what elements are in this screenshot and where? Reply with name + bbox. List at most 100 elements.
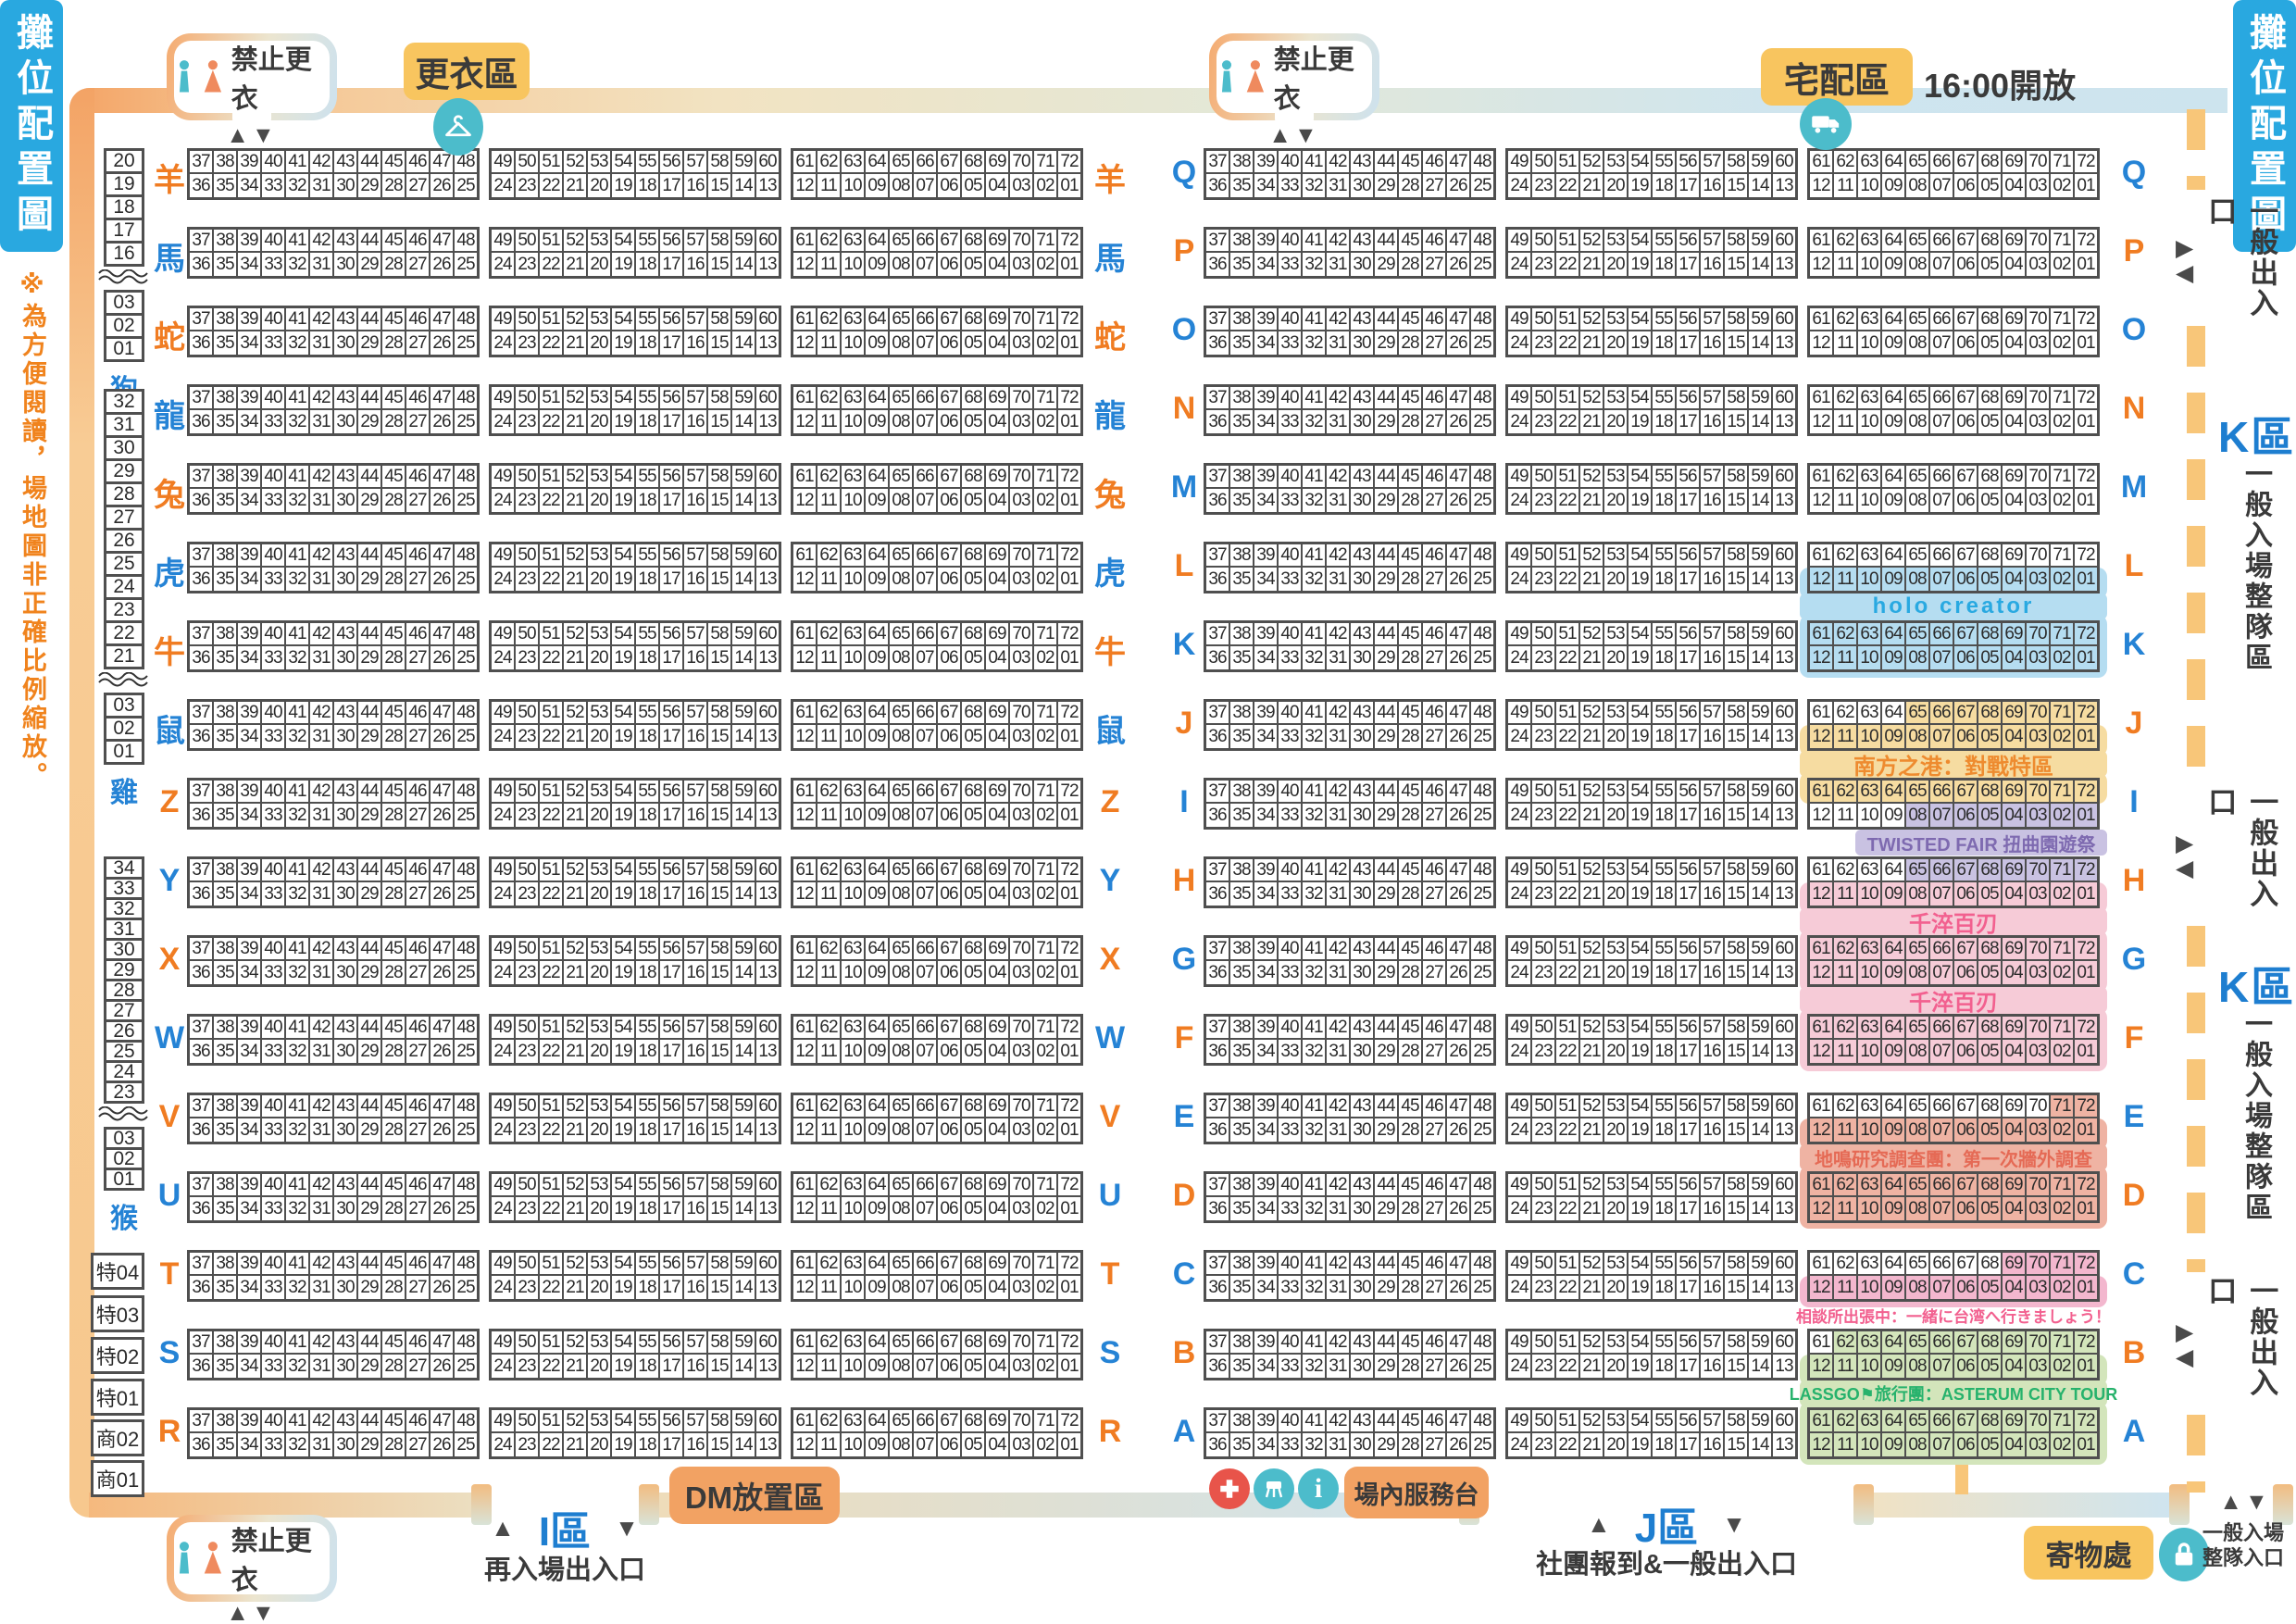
seat-21: 21 <box>1580 1197 1604 1220</box>
delivery-open-time: 16:00開放 <box>1924 67 2077 105</box>
seat-35: 35 <box>1230 253 1254 276</box>
seat-21: 21 <box>564 174 588 197</box>
seat-65: 65 <box>890 230 914 253</box>
seat-38: 38 <box>214 623 238 646</box>
seat-46: 46 <box>1423 702 1447 725</box>
seat-70: 70 <box>2027 623 2051 646</box>
seat-56: 56 <box>1677 1174 1701 1197</box>
seat-01: 01 <box>1058 804 1080 827</box>
seat-43: 43 <box>334 859 358 882</box>
seat-15: 15 <box>708 804 732 827</box>
seat-15: 15 <box>1725 1040 1749 1063</box>
wall-seat-01: 01 <box>104 1168 144 1191</box>
seat-33: 33 <box>1279 410 1303 433</box>
seat-50: 50 <box>1532 1174 1556 1197</box>
row-label-right: 馬 <box>1094 242 1126 277</box>
male-icon <box>179 1542 190 1574</box>
seat-22: 22 <box>540 1276 564 1299</box>
seat-50: 50 <box>1532 387 1556 410</box>
seat-22: 22 <box>1556 253 1580 276</box>
seat-block: 61 62 63 64 65 66 67 68 69 70 71 72 12 11 10 09 08 07 06 05… <box>791 1250 1083 1302</box>
seat-59: 59 <box>732 387 756 410</box>
general-exit-label: 一般出入口 <box>2203 787 2278 909</box>
seat-12: 12 <box>1810 961 1834 984</box>
seat-56: 56 <box>660 623 684 646</box>
seat-72: 72 <box>1058 781 1080 804</box>
seat-20: 20 <box>1604 646 1628 669</box>
seat-52: 52 <box>564 466 588 489</box>
seat-44: 44 <box>358 781 382 804</box>
seat-69: 69 <box>2003 702 2027 725</box>
seat-line: 49 50 51 52 53 54 55 56 57 58 59 60 <box>1508 1253 1795 1276</box>
seat-07: 07 <box>1930 1118 1954 1142</box>
seat-65: 65 <box>890 781 914 804</box>
seat-36: 36 <box>190 1433 214 1456</box>
seat-51: 51 <box>1556 781 1580 804</box>
seat-line: 37 38 39 40 41 42 43 44 45 46 47 48 <box>1206 544 1493 568</box>
seat-row-兔: 兔 37 38 39 40 41 42 43 44 45 46 47 48 36 35 34 33 32 31 30 2… <box>154 463 1131 515</box>
seat-30: 30 <box>1351 1433 1375 1456</box>
seat-26: 26 <box>1447 1197 1471 1220</box>
seat-32: 32 <box>286 1355 310 1378</box>
seat-04: 04 <box>2003 961 2027 984</box>
seat-39: 39 <box>1254 466 1279 489</box>
seat-70: 70 <box>2027 781 2051 804</box>
seat-04: 04 <box>986 1355 1010 1378</box>
seat-72: 72 <box>1058 466 1080 489</box>
seat-09: 09 <box>866 1040 890 1063</box>
seat-21: 21 <box>1580 646 1604 669</box>
dm-area-badge: DM放置區 <box>669 1467 840 1524</box>
seat-24: 24 <box>1508 725 1532 748</box>
area-banner: 千淬百刃 <box>1800 987 2107 1016</box>
seat-67: 67 <box>938 702 962 725</box>
seat-70: 70 <box>1010 938 1034 961</box>
seat-60: 60 <box>1773 1410 1795 1433</box>
seat-block: 61 62 63 64 65 66 67 68 69 70 71 72 12 11 10 09 08 07 06 05… <box>1807 778 2100 830</box>
seat-15: 15 <box>708 331 732 355</box>
seat-37: 37 <box>190 387 214 410</box>
wall-seat-22: 22 <box>104 620 144 646</box>
seat-11: 11 <box>817 1433 842 1456</box>
seat-10: 10 <box>1858 1197 1882 1220</box>
seat-line: 24 23 22 21 20 19 18 17 16 15 14 13 <box>1508 961 1795 984</box>
seat-40: 40 <box>1279 781 1303 804</box>
seat-line: 24 23 22 21 20 19 18 17 16 15 14 13 <box>1508 804 1795 827</box>
seat-33: 33 <box>1279 646 1303 669</box>
seat-51: 51 <box>1556 1410 1580 1433</box>
seat-25: 25 <box>455 1433 477 1456</box>
seat-57: 57 <box>1701 151 1725 174</box>
seat-67: 67 <box>938 1253 962 1276</box>
seat-70: 70 <box>1010 1253 1034 1276</box>
seat-55: 55 <box>1653 466 1677 489</box>
seat-58: 58 <box>1725 544 1749 568</box>
seat-32: 32 <box>1303 1433 1327 1456</box>
seat-19: 19 <box>612 1355 636 1378</box>
seat-68: 68 <box>962 1410 986 1433</box>
seat-60: 60 <box>756 544 779 568</box>
seat-69: 69 <box>2003 230 2027 253</box>
seat-55: 55 <box>636 544 660 568</box>
seat-60: 60 <box>1773 623 1795 646</box>
seat-51: 51 <box>1556 308 1580 331</box>
seat-15: 15 <box>1725 253 1749 276</box>
seat-53: 53 <box>1604 938 1628 961</box>
seat-15: 15 <box>1725 882 1749 906</box>
seat-02: 02 <box>2051 568 2075 591</box>
seat-line: 49 50 51 52 53 54 55 56 57 58 59 60 <box>492 544 779 568</box>
seat-72: 72 <box>2075 859 2097 882</box>
row-label-right: S <box>1099 1335 1121 1370</box>
seat-63: 63 <box>842 1253 866 1276</box>
row-label-left: C <box>1172 1256 1196 1292</box>
seat-03: 03 <box>2027 410 2051 433</box>
seat-block: 37 38 39 40 41 42 43 44 45 46 47 48 36 35 34 33 32 31 30 29… <box>187 1093 480 1144</box>
seat-35: 35 <box>214 1355 238 1378</box>
seat-45: 45 <box>1399 1174 1423 1197</box>
seat-05: 05 <box>1978 568 2003 591</box>
seat-09: 09 <box>866 410 890 433</box>
seat-05: 05 <box>962 882 986 906</box>
seat-48: 48 <box>455 623 477 646</box>
seat-31: 31 <box>310 1040 334 1063</box>
seat-line: 49 50 51 52 53 54 55 56 57 58 59 60 <box>1508 1017 1795 1040</box>
seat-line: 49 50 51 52 53 54 55 56 57 58 59 60 <box>492 151 779 174</box>
seat-04: 04 <box>2003 725 2027 748</box>
